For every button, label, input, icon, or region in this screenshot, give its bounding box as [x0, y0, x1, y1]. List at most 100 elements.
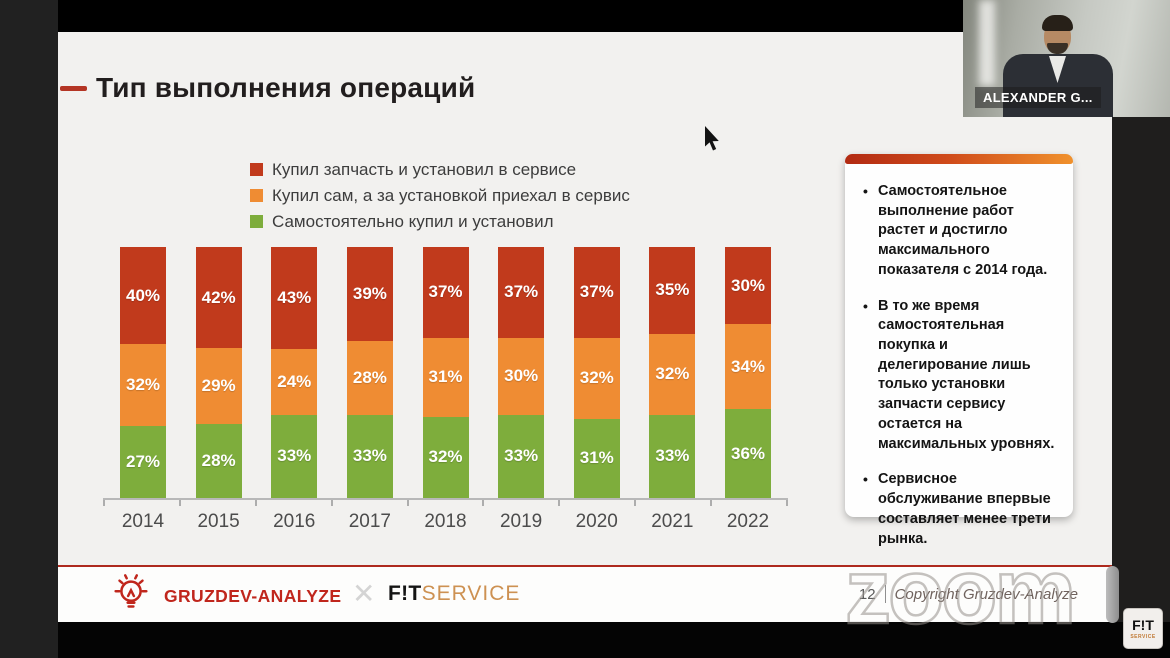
legend-item: Купил сам, а за установкой приехал в сер…	[250, 185, 630, 206]
legend-swatch	[250, 163, 263, 176]
bar-segment: 28%	[346, 341, 393, 415]
bar-segment: 36%	[725, 409, 771, 498]
legend-swatch	[250, 215, 263, 228]
x-axis-label: 2020	[575, 511, 618, 532]
bar-value-label: 37%	[579, 282, 614, 302]
bar-value-label: 37%	[428, 282, 463, 302]
fit-badge-subtext: SERVICE	[1130, 634, 1156, 640]
slide-footer: GRUZDEV-ANALYZE ✕ F!TSERVICE 12 Copyrigh…	[58, 565, 1112, 622]
copyright-text: Copyright Gruzdev-Analyze	[894, 585, 1078, 603]
bar-2014: 40% 32% 27%	[120, 247, 166, 498]
bar-segment: 39%	[346, 247, 393, 342]
scrollbar-thumb[interactable]	[1106, 566, 1119, 623]
bar-value-label: 33%	[655, 446, 690, 466]
bar-2020: 37% 32% 31%	[573, 247, 620, 498]
legend-swatch	[250, 189, 263, 202]
x-axis-label: 2015	[197, 511, 240, 532]
bar-value-label: 32%	[125, 375, 161, 395]
axis-tick	[330, 500, 333, 506]
webcam-video-tile[interactable]: ALEXANDER G...	[963, 0, 1170, 117]
bar-value-label: 32%	[579, 368, 614, 388]
bar-value-label: 36%	[730, 443, 766, 463]
bar-segment: 32%	[120, 344, 166, 426]
slide-title: Тип выполнения операций	[96, 72, 476, 103]
bar-segment: 32%	[649, 333, 696, 415]
fit-service-badge: F!T SERVICE	[1123, 608, 1163, 649]
bar-value-label: 30%	[730, 275, 766, 295]
panel-bullet: В то же время самостоятельная покупка и …	[861, 297, 1059, 455]
legend-label: Самостоятельно купил и установил	[272, 211, 554, 231]
axis-tick	[103, 500, 105, 506]
bar-value-label: 24%	[277, 372, 312, 392]
bar-segment: 24%	[271, 349, 318, 415]
axis-tick	[178, 500, 181, 506]
x-axis-label: 2016	[273, 511, 316, 532]
bar-segment: 37%	[573, 247, 620, 338]
x-axis-labels: 2014 2015 2016 2017 2018 2019 2020 2021 2022	[103, 511, 788, 533]
bar-value-label: 31%	[579, 448, 614, 468]
bar-segment: 33%	[271, 414, 318, 498]
legend-label: Купил запчасть и установил в сервисе	[272, 159, 577, 179]
x-axis-label: 2019	[499, 511, 543, 532]
bar-value-label: 34%	[730, 356, 766, 376]
stacked-bar-chart: 40% 32% 27% 42% 29% 28% 43% 24% 33% 39% 28% 33% 37% 3…	[103, 247, 788, 533]
bar-value-label: 33%	[277, 446, 312, 466]
axis-tick	[634, 500, 637, 506]
title-row: Тип выполнения операций	[60, 72, 475, 104]
x-axis-label: 2022	[726, 511, 770, 532]
bar-segment: 34%	[725, 324, 771, 410]
bar-segment: 33%	[649, 414, 696, 498]
wall-highlight	[979, 0, 995, 86]
title-accent-dash	[60, 85, 87, 91]
bar-segment: 31%	[422, 337, 469, 417]
axis-tick	[710, 500, 712, 506]
bar-segment: 30%	[725, 247, 771, 325]
bar-value-label: 33%	[352, 446, 387, 466]
bar-value-label: 40%	[125, 285, 161, 305]
bar-segment: 33%	[346, 414, 393, 498]
panel-bullet: Самостоятельное выполнение работ растет …	[861, 182, 1059, 281]
service-logo-text: SERVICE	[421, 582, 521, 605]
x-axis-label: 2017	[348, 511, 392, 532]
bar-segment: 27%	[120, 425, 166, 498]
axis-tick	[482, 500, 485, 506]
axis-tick	[254, 500, 257, 506]
panel-bullet: Сервисное обслуживание впервые составляе…	[861, 470, 1059, 549]
bar-segment: 37%	[422, 247, 469, 338]
insights-panel: Самостоятельное выполнение работ растет …	[845, 154, 1073, 547]
bar-segment: 29%	[195, 348, 242, 424]
participant-name-label: ALEXANDER G...	[975, 87, 1101, 108]
panel-bullets: Самостоятельное выполнение работ растет …	[845, 164, 1073, 549]
page-number: 12	[858, 585, 876, 603]
multiply-icon: ✕	[352, 578, 376, 609]
letterbox-bottom	[58, 622, 1170, 658]
fit-service-logo: F!TSERVICE	[388, 582, 520, 606]
presentation-slide: Тип выполнения операций Купил запчасть и…	[58, 32, 1112, 622]
footer-right: 12 Copyright Gruzdev-Analyze	[859, 585, 1078, 603]
legend-label: Купил сам, а за установкой приехал в сер…	[272, 185, 630, 205]
bar-value-label: 30%	[504, 366, 539, 386]
bar-2016: 43% 24% 33%	[271, 247, 318, 498]
bar-2017: 39% 28% 33%	[346, 247, 393, 498]
bar-segment: 43%	[271, 247, 318, 350]
bar-value-label: 29%	[201, 376, 236, 395]
bar-value-label: 28%	[201, 450, 236, 470]
x-axis-label: 2021	[651, 511, 694, 532]
bar-segment: 31%	[573, 418, 620, 498]
gruzdev-analyze-logo: GRUZDEV-ANALYZE	[164, 586, 342, 606]
bar-segment: 30%	[498, 337, 545, 415]
legend-item: Купил запчасть и установил в сервисе	[250, 159, 630, 180]
bar-2019: 37% 30% 33%	[498, 247, 545, 498]
bar-2015: 42% 29% 28%	[195, 247, 242, 498]
bar-2021: 35% 32% 33%	[649, 247, 696, 498]
chart-legend: Купил запчасть и установил в сервисе Купи…	[250, 159, 630, 232]
axis-tick	[558, 500, 561, 506]
bar-2018: 37% 31% 32%	[422, 247, 469, 498]
bar-value-label: 42%	[201, 287, 236, 307]
speaker-hair	[1042, 15, 1073, 31]
letterbox-left	[0, 0, 58, 658]
axis-tick	[785, 500, 788, 506]
bar-value-label: 32%	[655, 364, 690, 384]
panel-accent-bar	[845, 154, 1073, 164]
bar-value-label: 39%	[352, 284, 387, 304]
